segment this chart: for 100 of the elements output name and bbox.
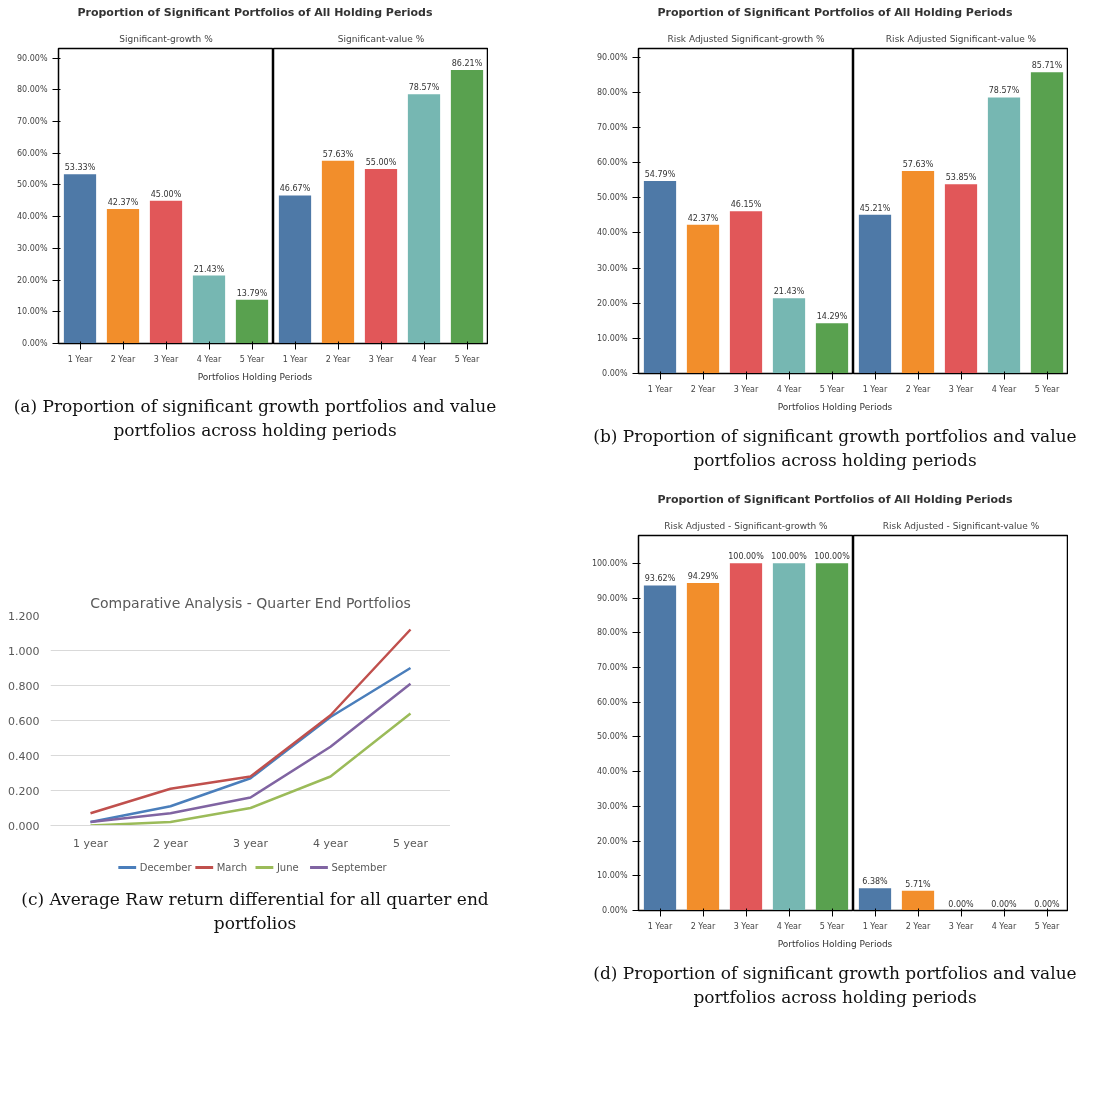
y-tick-label: 0.200: [8, 784, 40, 798]
y-tick-label: 0.00%: [602, 905, 628, 915]
data-label: 0.00%: [948, 899, 975, 909]
y-tick-label: 40.00%: [597, 766, 628, 776]
bar: [944, 184, 978, 374]
bar: [63, 174, 97, 344]
data-label: 57.63%: [322, 149, 354, 159]
y-tick-label: 0.00%: [602, 368, 628, 378]
x-tick-label: 4 Year: [411, 354, 437, 364]
data-label: 53.85%: [945, 173, 977, 182]
chart-subtitle: Significant-growth %: [119, 33, 214, 44]
x-axis-title: Portfolios Holding Periods: [777, 937, 893, 951]
chart-title: Proportion of Significant Portfolios of All Holding Periods: [657, 492, 1013, 508]
y-tick-label: 0.400: [8, 749, 40, 763]
bar: [901, 170, 935, 374]
data-label: 93.62%: [644, 574, 676, 584]
data-label: 42.37%: [687, 213, 719, 223]
bar: [729, 211, 763, 374]
data-label: 94.29%: [687, 571, 719, 581]
x-tick-label: 3 year: [232, 836, 269, 850]
y-tick-label: 30.00%: [17, 243, 48, 253]
data-label: 6.38%: [862, 877, 889, 887]
x-tick-label: 2 Year: [325, 354, 351, 364]
x-tick-label: 3 Year: [733, 921, 759, 931]
y-tick-label: 40.00%: [597, 228, 628, 238]
data-label: 13.79%: [236, 288, 268, 298]
x-tick-label: 1 year: [72, 836, 109, 850]
x-tick-label: 1 Year: [647, 921, 673, 931]
chart-title: Proportion of Significant Portfolios of All Holding Periods: [657, 5, 1013, 21]
x-tick-label: 5 Year: [819, 384, 845, 394]
y-tick-label: 90.00%: [597, 52, 628, 62]
bar: [106, 208, 140, 344]
data-label: 5.71%: [905, 879, 932, 889]
chart-subtitle: Risk Adjusted - Significant-value %: [882, 520, 1040, 531]
data-label: 21.43%: [773, 286, 805, 296]
x-tick-label: 3 Year: [368, 354, 394, 364]
chart-subtitle: Risk Adjusted - Significant-growth %: [664, 520, 829, 531]
bar: [407, 93, 441, 344]
x-tick-label: 3 Year: [948, 921, 974, 931]
bar: [987, 97, 1021, 374]
y-tick-label: 0.00%: [22, 338, 48, 348]
x-axis-title: Portfolios Holding Periods: [777, 400, 893, 414]
chart-subtitle: Risk Adjusted Significant-value %: [885, 33, 1037, 44]
x-tick-label: 5 Year: [1034, 921, 1060, 931]
y-tick-label: 30.00%: [597, 263, 628, 273]
y-tick-label: 70.00%: [17, 116, 48, 126]
data-label: 53.33%: [64, 163, 96, 173]
y-tick-label: 10.00%: [17, 306, 48, 316]
chart-title: Comparative Analysis - Quarter End Portfolios: [90, 594, 411, 611]
x-tick-label: 1 Year: [862, 921, 888, 931]
x-tick-label: 5 year: [392, 836, 429, 850]
bar: [815, 323, 849, 374]
y-tick-label: 70.00%: [597, 122, 628, 132]
x-tick-label: 5 Year: [819, 921, 845, 931]
data-label: 45.00%: [150, 189, 182, 199]
data-label: 100.00%: [814, 552, 851, 562]
y-tick-label: 60.00%: [597, 697, 628, 707]
text: (b) Proportion of significant growth portfolios and value portfolios across holding periods: [592, 424, 1078, 472]
data-label: 42.37%: [107, 197, 139, 207]
y-tick-label: 60.00%: [17, 148, 48, 158]
bar: [192, 275, 226, 344]
y-tick-label: 100.00%: [591, 558, 628, 568]
data-label: 0.00%: [1034, 899, 1061, 909]
y-tick-label: 80.00%: [17, 84, 48, 94]
bar: [450, 69, 484, 344]
x-tick-label: 5 Year: [239, 354, 265, 364]
chart-title: Proportion of Significant Portfolios of All Holding Periods: [77, 5, 433, 21]
text: (d) Proportion of significant growth portfolios and value portfolios across holding periods: [592, 961, 1078, 1009]
x-tick-label: 2 Year: [690, 921, 716, 931]
x-tick-label: 3 Year: [733, 384, 759, 394]
x-tick-label: 2 year: [152, 836, 189, 850]
y-tick-label: 50.00%: [597, 193, 628, 203]
y-tick-label: 30.00%: [597, 801, 628, 811]
text: (a) Proportion of significant growth portfolios and value portfolios across holding periods: [12, 394, 498, 442]
x-tick-label: 5 Year: [454, 354, 480, 364]
legend-label: June: [275, 862, 299, 874]
y-tick-label: 20.00%: [597, 298, 628, 308]
x-tick-label: 4 Year: [776, 384, 802, 394]
data-label: 86.21%: [451, 58, 483, 68]
x-tick-label: 2 Year: [905, 921, 931, 931]
y-tick-label: 0.800: [8, 679, 40, 693]
x-tick-label: 2 Year: [690, 384, 716, 394]
y-tick-label: 1.000: [8, 644, 40, 658]
y-tick-label: 60.00%: [597, 157, 628, 167]
y-tick-label: 20.00%: [17, 275, 48, 285]
line-series: [89, 628, 412, 815]
bar: [1030, 72, 1064, 374]
y-tick-label: 1.200: [8, 609, 40, 623]
x-tick-label: 3 Year: [153, 354, 179, 364]
bar: [772, 297, 806, 374]
data-label: 14.29%: [816, 312, 848, 321]
x-tick-label: 4 Year: [991, 384, 1017, 394]
x-tick-label: 3 Year: [948, 384, 974, 394]
legend-label: December: [139, 862, 193, 874]
line-series: [89, 712, 412, 826]
y-tick-label: 50.00%: [17, 180, 48, 190]
y-tick-label: 40.00%: [17, 211, 48, 221]
y-tick-label: 20.00%: [597, 836, 628, 846]
x-tick-label: 1 Year: [647, 384, 673, 394]
y-tick-label: 90.00%: [17, 53, 48, 63]
